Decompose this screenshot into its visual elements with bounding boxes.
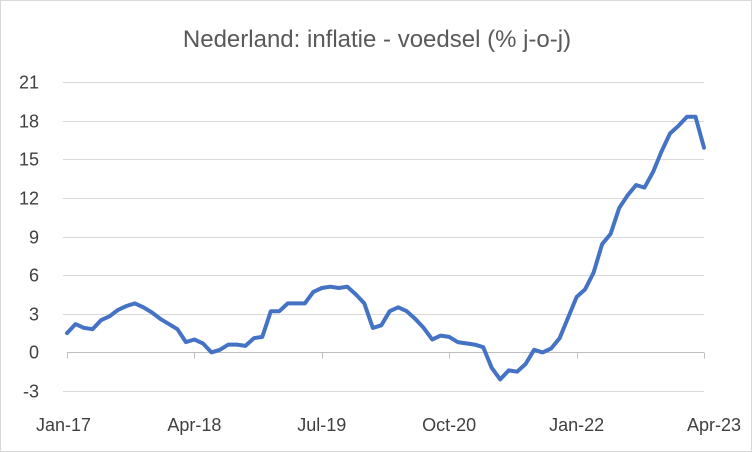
x-axis: [67, 352, 705, 359]
y-tick-label: 15: [19, 150, 39, 170]
chart-title: Nederland: inflatie - voedsel (% j-o-j): [183, 26, 571, 53]
y-tick-label: -3: [23, 382, 39, 402]
x-axis-tick-labels: Jan-17 Apr-18 Jul-19 Oct-20 Jan-22 Apr-23: [36, 415, 741, 435]
y-tick-label: 18: [19, 112, 39, 132]
series-layer: [65, 114, 706, 382]
series-line: [65, 114, 706, 382]
x-tick-label: Apr-18: [167, 415, 221, 435]
y-tick-label: 6: [29, 266, 39, 286]
x-tick-label: Jul-19: [297, 415, 346, 435]
y-tick-label: 0: [29, 343, 39, 363]
gridlines: [63, 82, 704, 392]
y-tick-label: 3: [29, 305, 39, 325]
y-tick-label: 21: [19, 73, 39, 93]
y-tick-label: 9: [29, 228, 39, 248]
y-tick-label: 12: [19, 189, 39, 209]
y-axis-tick-labels: -3 0 3 6 9 12 15 18 21: [19, 73, 39, 402]
x-tick-label: Jan-22: [549, 415, 604, 435]
x-tick-label: Oct-20: [422, 415, 476, 435]
x-tick-label: Apr-23: [687, 415, 741, 435]
x-tick-label: Jan-17: [36, 415, 91, 435]
